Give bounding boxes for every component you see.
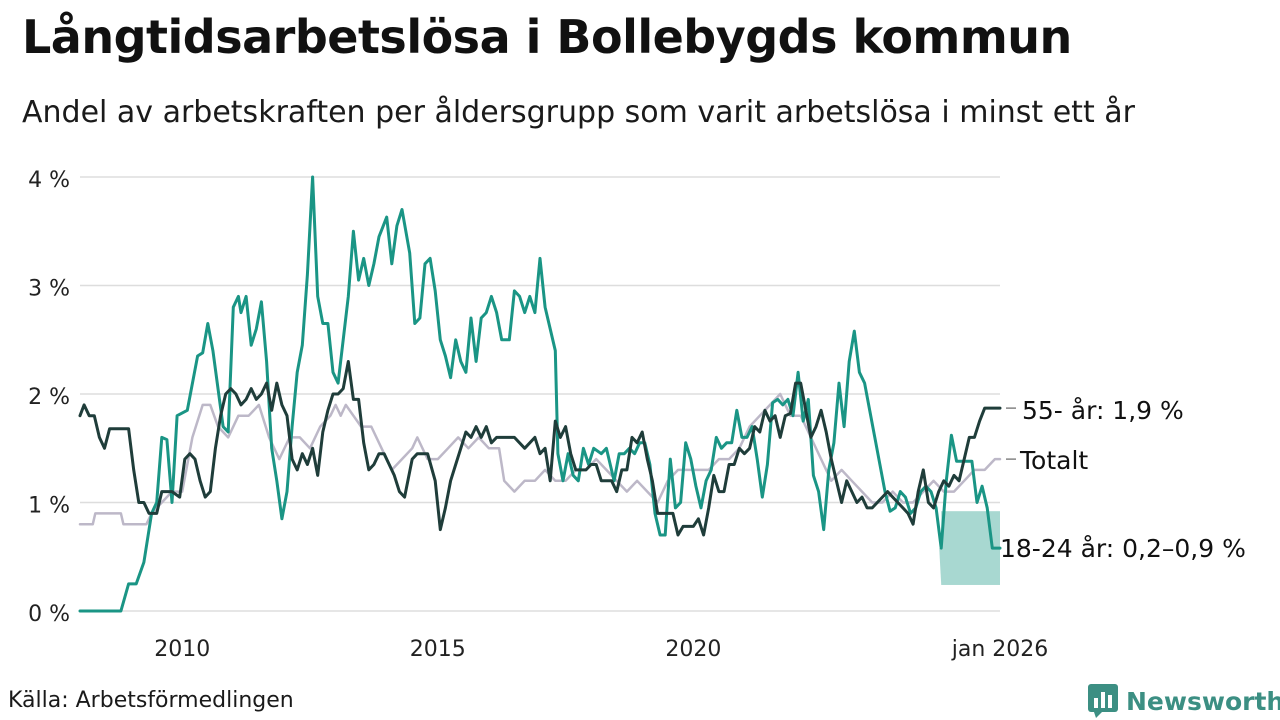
brand-logo: Newsworthy [1088, 684, 1280, 718]
end-label-age-18-24: 18-24 år: 0,2–0,9 % [1000, 534, 1246, 563]
x-tick-label: 2010 [154, 637, 210, 662]
chart-title: Långtidsarbetslösa i Bollebygds kommun [22, 10, 1072, 64]
y-tick-label: 4 % [28, 168, 70, 193]
series-line-age-55 [78, 360, 1002, 537]
x-tick-label: jan 2026 [951, 637, 1049, 662]
axis-and-end-labels: 0 % 1 % 2 % 3 % 4 % 2010 2015 2020 jan 2026 Total… [28, 168, 1246, 662]
chart-subtitle: Andel av arbetskraften per åldersgrupp s… [22, 95, 1135, 130]
y-tick-label: 3 % [28, 277, 70, 302]
bar-chart-icon [1088, 684, 1118, 718]
y-tick-label: 0 % [28, 602, 70, 627]
x-tick-label: 2020 [665, 637, 721, 662]
x-tick-label: 2015 [410, 637, 466, 662]
uncertainty-spike [939, 548, 944, 585]
source-note: Källa: Arbetsförmedlingen [8, 688, 294, 713]
y-tick-label: 2 % [28, 385, 70, 410]
series-line-total [78, 392, 1002, 526]
brand-name: Newsworthy [1126, 686, 1280, 716]
end-label-total: Totalt [1019, 446, 1088, 475]
series-line-age-18-24 [78, 175, 1002, 613]
y-tick-label: 1 % [28, 494, 70, 519]
end-label-age-55: 55- år: 1,9 % [1022, 396, 1184, 425]
line-chart: 0 % 1 % 2 % 3 % 4 % 2010 2015 2020 jan 2026 Total… [28, 168, 1246, 662]
series-lines [78, 175, 1002, 613]
